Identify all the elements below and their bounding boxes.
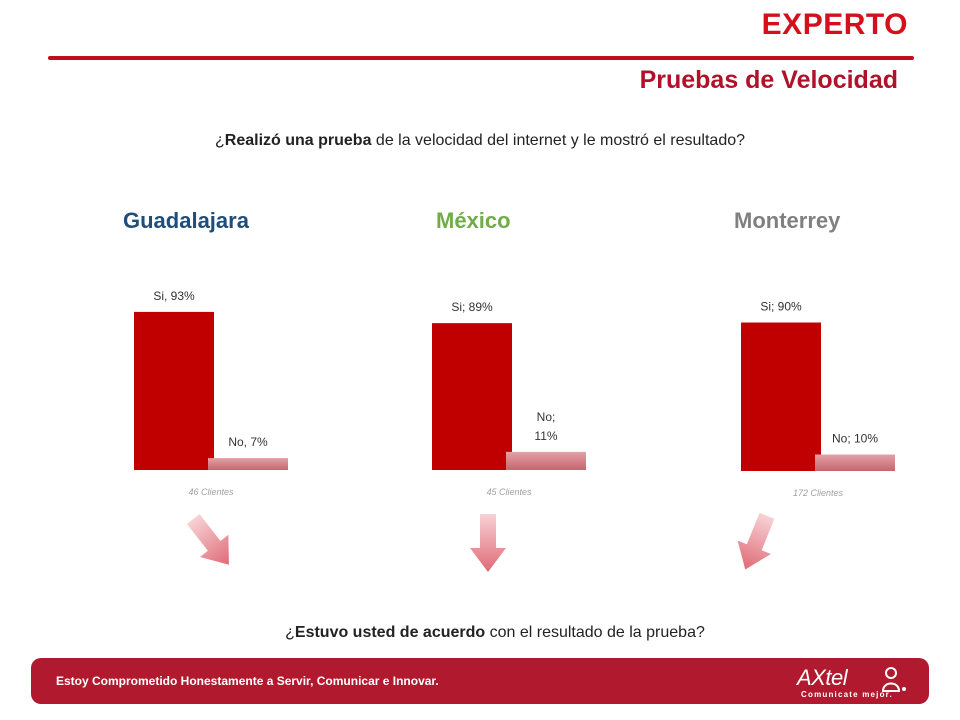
- bar-no: [208, 458, 288, 470]
- question-1: ¿Realizó una prueba de la velocidad del …: [0, 132, 960, 150]
- axtel-logo: AXtel Comunicate mejor.: [797, 663, 907, 701]
- data-label-si: Si; 90%: [760, 300, 802, 314]
- down-arrow-icon: [470, 514, 506, 572]
- city-title-mexico: México: [436, 208, 511, 233]
- bar-si: [432, 323, 512, 470]
- brand-title: EXPERTO: [761, 8, 908, 41]
- footer-bar: Estoy Comprometido Honestamente a Servir…: [31, 658, 929, 704]
- question-2-emphasis: Estuvo usted de acuerdo: [294, 624, 486, 641]
- bar-no: [815, 454, 895, 471]
- bar-charts: Si, 93% No, 7% 46 Clientes Si; 89% No; 11% 45 …: [134, 289, 895, 572]
- bar-si: [741, 322, 821, 471]
- data-label-si: Si; 89%: [451, 300, 493, 314]
- data-label-si: Si, 93%: [153, 289, 195, 303]
- footer-slogan: Estoy Comprometido Honestamente a Servir…: [56, 674, 439, 688]
- question-1-open: ¿: [214, 132, 225, 149]
- data-label-no: No; 10%: [832, 432, 878, 446]
- header-divider: [48, 56, 914, 60]
- clients-label: 46 Clientes: [188, 487, 234, 497]
- axtel-logo-icon: [881, 667, 906, 692]
- city-title-guadalajara: Guadalajara: [123, 208, 249, 233]
- data-label-no: 11%: [534, 429, 557, 443]
- data-label-no: No, 7%: [228, 435, 268, 449]
- city-title-monterrey: Monterrey: [734, 208, 841, 233]
- bar-no: [506, 451, 586, 470]
- section-title: Pruebas de Velocidad: [639, 66, 898, 94]
- question-1-rest: de la velocidad del internet y le mostró…: [371, 132, 746, 149]
- data-label-no: No;: [537, 410, 556, 424]
- question-2-open: ¿: [285, 624, 295, 641]
- logo-name: AXtel: [797, 665, 848, 690]
- question-2-rest: con el resultado de la prueba?: [485, 624, 705, 641]
- down-arrow-icon: [186, 514, 229, 565]
- question-2: ¿Estuvo usted de acuerdo con el resultad…: [15, 624, 960, 642]
- clients-label: 172 Clientes: [793, 488, 844, 498]
- logo-tagline: Comunicate mejor.: [801, 690, 893, 699]
- bar-si: [134, 311, 214, 470]
- clients-label: 45 Clientes: [486, 487, 532, 497]
- question-1-emphasis: Realizó una prueba: [224, 132, 372, 149]
- down-arrow-icon: [737, 512, 775, 570]
